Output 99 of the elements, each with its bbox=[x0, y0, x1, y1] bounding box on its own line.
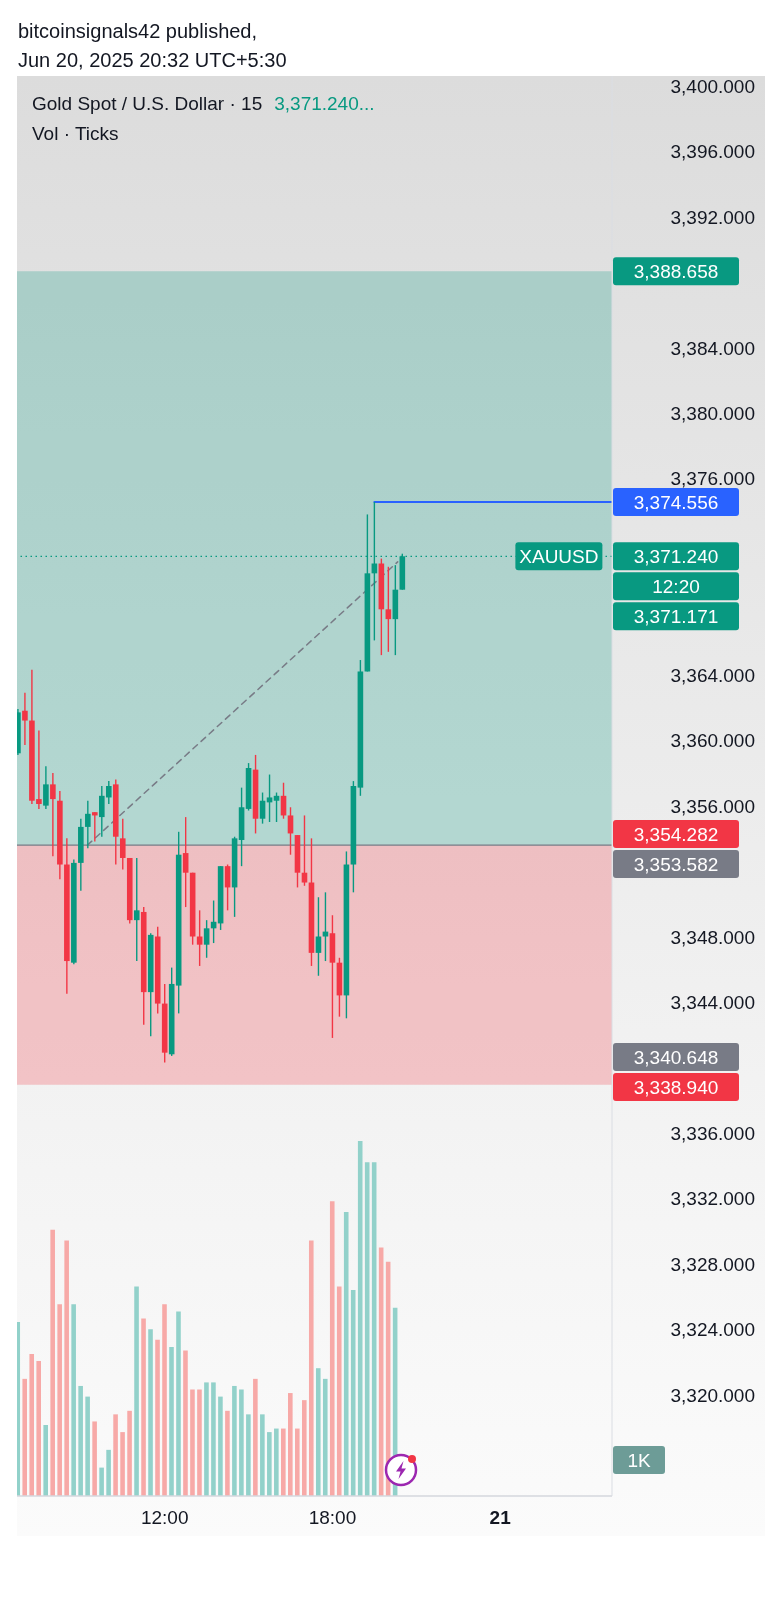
y-tick-label: 3,348.000 bbox=[670, 926, 755, 948]
bar bbox=[218, 1396, 223, 1496]
bar bbox=[141, 1318, 146, 1496]
bar bbox=[260, 1414, 265, 1496]
y-tick-label: 3,392.000 bbox=[670, 206, 755, 228]
y-tick-label: 3,396.000 bbox=[670, 140, 755, 162]
text: 3,371.171 bbox=[633, 605, 719, 627]
data-label: 3,374.556 bbox=[633, 491, 719, 513]
candlestick bbox=[43, 765, 49, 810]
x-tick-label: 12:00 bbox=[140, 1506, 189, 1528]
y-tick-label: 3,336.000 bbox=[670, 1122, 755, 1144]
y-tick-label: 3,328.000 bbox=[670, 1253, 755, 1275]
bar bbox=[64, 1240, 69, 1496]
bar bbox=[113, 1414, 118, 1496]
bar bbox=[155, 1339, 160, 1496]
y-tick-label: 3,384.000 bbox=[670, 337, 755, 359]
y-tick-label: 3,344.000 bbox=[670, 991, 755, 1013]
text: 3,354.282 bbox=[633, 823, 719, 845]
bar bbox=[301, 1400, 307, 1496]
text: Gold Spot / U.S. Dollar · 15 bbox=[32, 93, 263, 114]
bar bbox=[148, 1329, 153, 1496]
bar bbox=[106, 1449, 111, 1496]
bar bbox=[85, 1396, 90, 1496]
y-tick-label: 3,400.000 bbox=[670, 75, 755, 97]
bar bbox=[343, 1212, 349, 1496]
bar bbox=[120, 1432, 125, 1496]
y-tick-label: 3,324.000 bbox=[670, 1318, 755, 1340]
bar bbox=[92, 1421, 97, 1496]
candlestick bbox=[119, 818, 126, 871]
bar bbox=[17, 1322, 21, 1496]
text: bitcoinsignals42 published, bbox=[18, 20, 258, 42]
text: 3,340.648 bbox=[633, 1046, 719, 1068]
text: 12:20 bbox=[652, 575, 700, 597]
bar bbox=[253, 1378, 258, 1496]
bar bbox=[50, 1229, 55, 1496]
bar bbox=[162, 1304, 167, 1496]
band-label: 3,338.940 bbox=[633, 1076, 719, 1098]
bar bbox=[169, 1346, 174, 1496]
bar bbox=[295, 1428, 300, 1496]
chart-title: Vol · Ticks bbox=[32, 123, 119, 144]
candlestick bbox=[85, 800, 91, 849]
bar bbox=[134, 1286, 139, 1496]
bar bbox=[246, 1414, 251, 1496]
text: 3,371.240... bbox=[274, 93, 375, 114]
bar bbox=[22, 1378, 28, 1496]
ref-line-label: 3,371.240 bbox=[633, 545, 719, 567]
annotation: XAUUSD bbox=[519, 545, 599, 567]
bar bbox=[127, 1410, 132, 1496]
bar bbox=[71, 1304, 76, 1496]
band-label: 3,388.658 bbox=[633, 260, 719, 282]
bar bbox=[274, 1428, 279, 1496]
bar bbox=[211, 1382, 216, 1496]
bar bbox=[336, 1286, 342, 1496]
candlestick bbox=[266, 773, 273, 823]
bar bbox=[239, 1389, 244, 1496]
bar bbox=[357, 1141, 363, 1496]
bar bbox=[204, 1382, 209, 1496]
x-tick-label: 21 bbox=[489, 1506, 512, 1528]
bar bbox=[232, 1385, 237, 1496]
y-tick-label: 3,360.000 bbox=[670, 729, 755, 751]
bar bbox=[36, 1361, 41, 1496]
bar bbox=[29, 1354, 35, 1496]
bar bbox=[225, 1410, 230, 1496]
candlestick bbox=[182, 816, 189, 908]
bar bbox=[43, 1425, 48, 1496]
candlestick bbox=[92, 811, 98, 843]
bar bbox=[329, 1201, 335, 1496]
bar bbox=[350, 1290, 356, 1496]
bar bbox=[197, 1389, 202, 1496]
y-tick-label: 3,380.000 bbox=[670, 402, 755, 424]
bar bbox=[322, 1378, 328, 1496]
bar bbox=[176, 1311, 181, 1496]
text: 1K bbox=[627, 1449, 651, 1471]
y-tick-label: 3,332.000 bbox=[670, 1187, 755, 1209]
bar bbox=[57, 1304, 62, 1496]
ref-line-label: 3,353.582 bbox=[633, 853, 719, 875]
candlestick bbox=[133, 857, 140, 962]
y-tick-label: 3,320.000 bbox=[670, 1384, 755, 1406]
candlestick bbox=[22, 692, 28, 746]
candlestick bbox=[273, 791, 280, 823]
bar bbox=[183, 1350, 188, 1496]
candlestick bbox=[50, 772, 56, 858]
bar bbox=[288, 1393, 293, 1496]
bar bbox=[308, 1240, 314, 1496]
bar bbox=[190, 1389, 195, 1496]
candlestick bbox=[203, 919, 210, 959]
x-tick-label: 18:00 bbox=[308, 1506, 357, 1528]
bar bbox=[99, 1467, 104, 1496]
bar bbox=[281, 1428, 286, 1496]
y-tick-label: 3,376.000 bbox=[670, 467, 755, 489]
candlestick bbox=[385, 566, 392, 653]
y-tick-label: 3,364.000 bbox=[670, 664, 755, 686]
bar bbox=[267, 1432, 272, 1496]
text: Jun 20, 2025 20:32 UTC+5:30 bbox=[18, 49, 287, 71]
y-tick-label: 3,356.000 bbox=[670, 795, 755, 817]
candlestick bbox=[322, 891, 329, 962]
bar bbox=[78, 1385, 83, 1496]
bar bbox=[315, 1368, 321, 1496]
candlestick bbox=[301, 814, 308, 887]
